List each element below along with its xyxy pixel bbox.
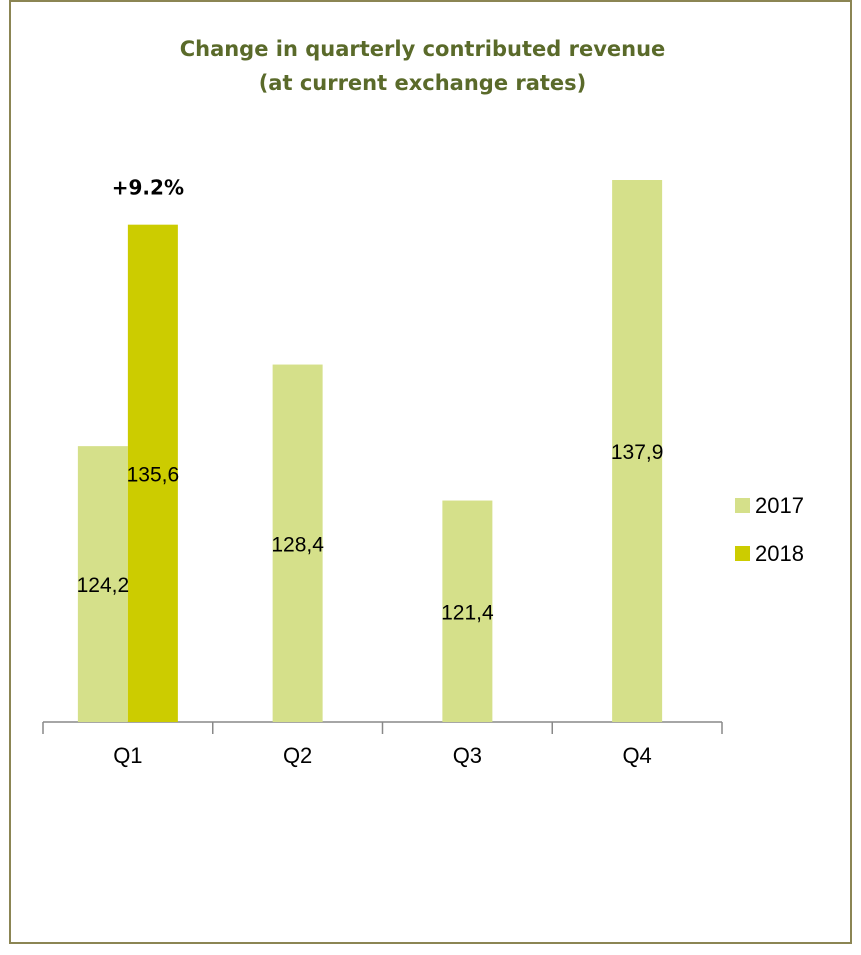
growth-annotation: +9.2% <box>112 176 184 200</box>
chart-title-line-1: Change in quarterly contributed revenue <box>179 37 666 61</box>
data-label-2017-Q3: 121,4 <box>441 601 494 624</box>
legend-label-2018: 2018 <box>755 541 804 566</box>
x-tick-label: Q2 <box>283 743 312 768</box>
x-tick-label: Q4 <box>622 743 651 768</box>
data-label-2018-Q1: 135,6 <box>127 463 180 486</box>
bar-2017-Q4 <box>612 180 663 722</box>
chart-title-line-2: (at current exchange rates) <box>258 71 587 95</box>
legend-swatch-2018 <box>735 546 750 561</box>
bar-2017-Q1 <box>77 446 128 722</box>
legend-label-2017: 2017 <box>755 493 804 518</box>
data-label-2017-Q1: 124,2 <box>77 574 130 597</box>
bar-2018-Q1 <box>127 224 178 722</box>
x-tick-label: Q1 <box>113 743 142 768</box>
bar-2017-Q3 <box>442 500 493 722</box>
x-tick-label: Q3 <box>453 743 482 768</box>
data-label-2017-Q4: 137,9 <box>611 441 664 464</box>
legend-swatch-2017 <box>735 498 750 513</box>
bar-2017-Q2 <box>272 364 323 722</box>
data-label-2017-Q2: 128,4 <box>271 533 324 556</box>
chart-title: Change in quarterly contributed revenue … <box>11 32 834 100</box>
